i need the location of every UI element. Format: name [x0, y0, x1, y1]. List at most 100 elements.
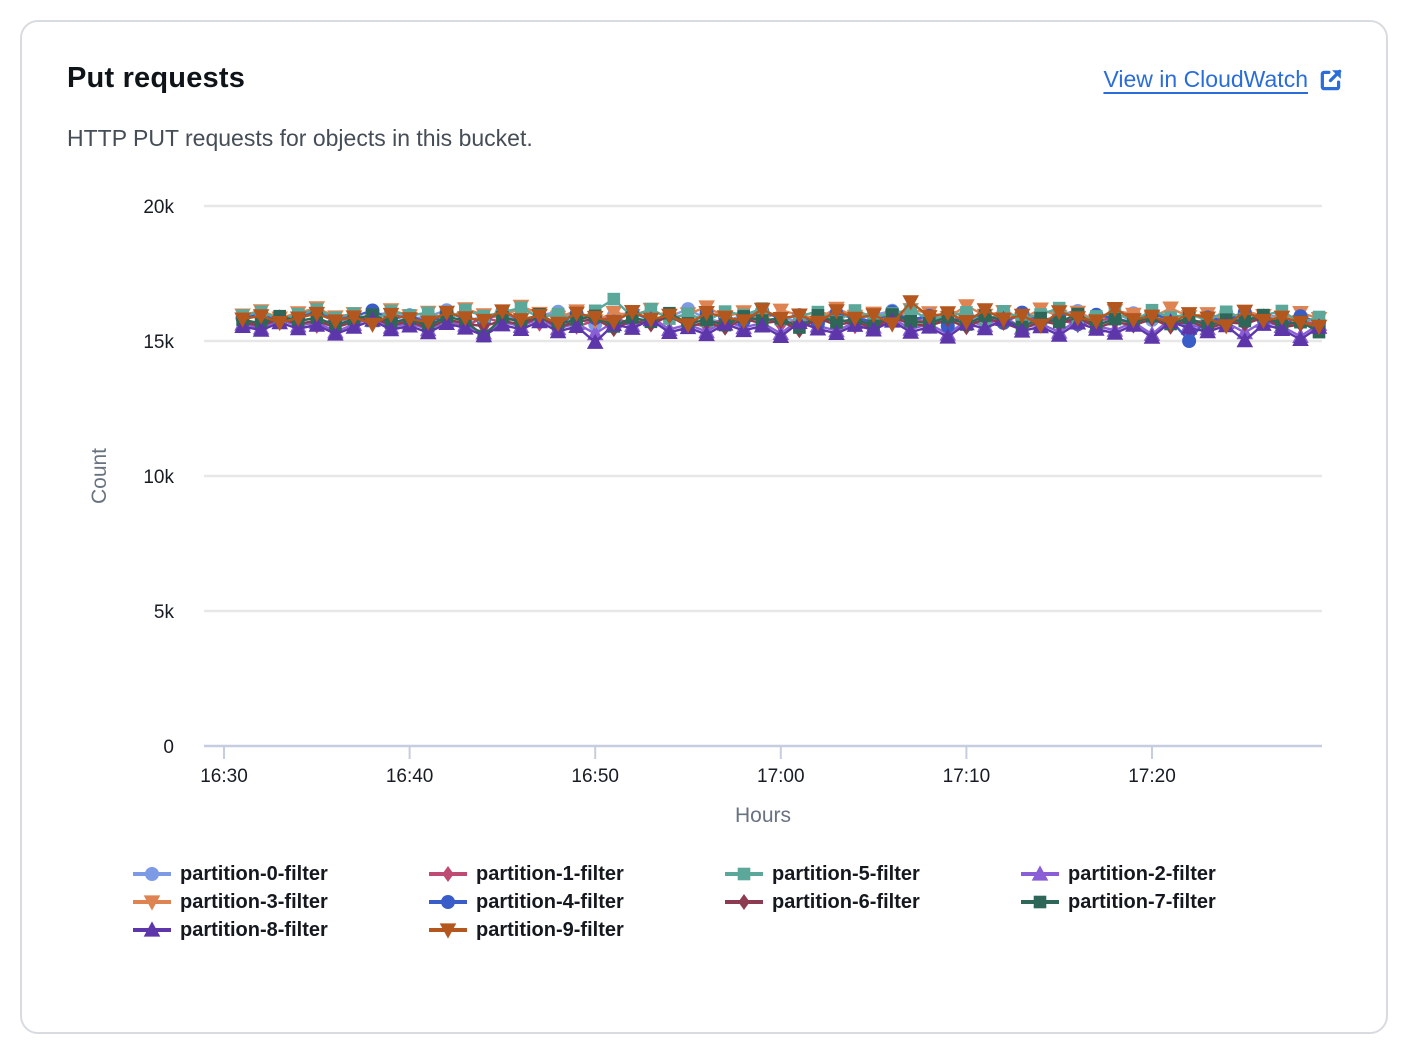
marker — [661, 308, 678, 324]
marker — [1238, 314, 1252, 328]
marker — [883, 317, 901, 333]
marker — [605, 315, 623, 331]
marker — [737, 867, 751, 881]
marker — [865, 308, 882, 324]
marker — [809, 315, 827, 331]
marker — [735, 314, 752, 330]
card-subtitle: HTTP PUT requests for objects in this bu… — [67, 125, 533, 151]
legend-label: partition-4-filter — [476, 890, 624, 913]
legend-label: partition-6-filter — [772, 890, 920, 913]
marker — [1108, 312, 1122, 326]
x-tick-17:10: 17:10 — [943, 766, 991, 787]
marker — [1069, 311, 1087, 327]
marker — [1050, 305, 1068, 321]
marker — [1052, 315, 1066, 329]
chart-legend: partition-0-filter partition-1-filter part… — [130, 860, 1314, 944]
marker — [289, 311, 307, 327]
marker — [995, 312, 1012, 328]
marker — [514, 301, 528, 315]
marker — [939, 328, 957, 344]
marker — [1143, 328, 1161, 344]
marker — [143, 895, 161, 911]
marker — [1125, 313, 1142, 329]
marker — [494, 316, 511, 332]
circle-marker-icon — [429, 895, 467, 909]
marker — [681, 307, 695, 320]
marker — [586, 325, 604, 341]
marker — [1013, 308, 1031, 324]
marker — [475, 327, 493, 343]
x-axis-title: Hours — [735, 804, 791, 827]
marker — [441, 895, 455, 909]
marker — [1199, 323, 1216, 339]
square-marker-icon — [1021, 895, 1059, 909]
marker — [624, 319, 641, 335]
y-tick-0: 0 — [163, 737, 174, 758]
marker — [1162, 316, 1179, 332]
circle-marker-icon — [133, 867, 171, 881]
legend-item-partition-1-filter: partition-1-filter — [426, 860, 722, 888]
marker — [1162, 301, 1179, 317]
marker — [644, 302, 658, 316]
x-tick-17:20: 17:20 — [1128, 766, 1176, 787]
card-title: Put requests — [67, 62, 246, 94]
marker — [698, 306, 715, 322]
marker — [1199, 311, 1216, 327]
marker — [605, 306, 623, 322]
marker — [568, 306, 585, 322]
legend-label: partition-8-filter — [180, 918, 328, 941]
marker — [457, 311, 474, 327]
marker — [1292, 330, 1309, 346]
legend-item-partition-6-filter: partition-6-filter — [722, 888, 1018, 916]
marker — [1236, 332, 1254, 348]
marker — [327, 325, 344, 341]
marker — [1310, 319, 1328, 335]
legend-label: partition-3-filter — [180, 890, 328, 913]
marker — [738, 894, 750, 910]
marker — [442, 866, 454, 882]
marker — [939, 306, 957, 322]
marker — [976, 320, 994, 336]
y-tick-10k: 10k — [143, 467, 174, 488]
marker — [345, 310, 363, 326]
view-in-cloudwatch-link[interactable]: View in CloudWatch — [1103, 66, 1344, 93]
marker — [1032, 318, 1049, 334]
marker — [1033, 895, 1047, 909]
marker — [902, 295, 919, 311]
marker — [475, 313, 493, 330]
marker — [1106, 302, 1124, 318]
marker — [902, 323, 919, 339]
legend-label: partition-5-filter — [772, 862, 920, 885]
diamond-marker-icon — [429, 866, 467, 882]
marker — [586, 310, 604, 327]
external-link-icon — [1318, 67, 1344, 93]
view-in-cloudwatch-label: View in CloudWatch — [1103, 66, 1308, 92]
marker — [1236, 304, 1254, 320]
marker — [438, 305, 455, 321]
marker — [1143, 309, 1161, 325]
marker — [308, 306, 326, 323]
y-axis-title: Count — [88, 448, 111, 504]
y-tick-20k: 20k — [143, 197, 174, 218]
marker — [145, 867, 159, 881]
marker — [586, 333, 604, 349]
marker — [234, 312, 251, 328]
marker — [1106, 324, 1124, 340]
y-tick-15k: 15k — [143, 332, 174, 353]
marker — [830, 316, 843, 329]
marker — [1088, 314, 1105, 330]
marker — [661, 323, 678, 339]
marker — [753, 302, 771, 318]
marker — [252, 309, 270, 325]
marker — [1292, 315, 1309, 331]
marker — [1050, 326, 1068, 342]
marker — [865, 321, 882, 337]
marker — [143, 921, 161, 937]
legend-label: partition-1-filter — [476, 862, 624, 885]
marker — [607, 292, 621, 306]
triangle-down-marker-icon — [133, 895, 171, 911]
marker — [308, 316, 326, 332]
series-partition-8-filter — [234, 310, 1328, 349]
marker — [624, 305, 641, 321]
marker — [252, 321, 270, 337]
